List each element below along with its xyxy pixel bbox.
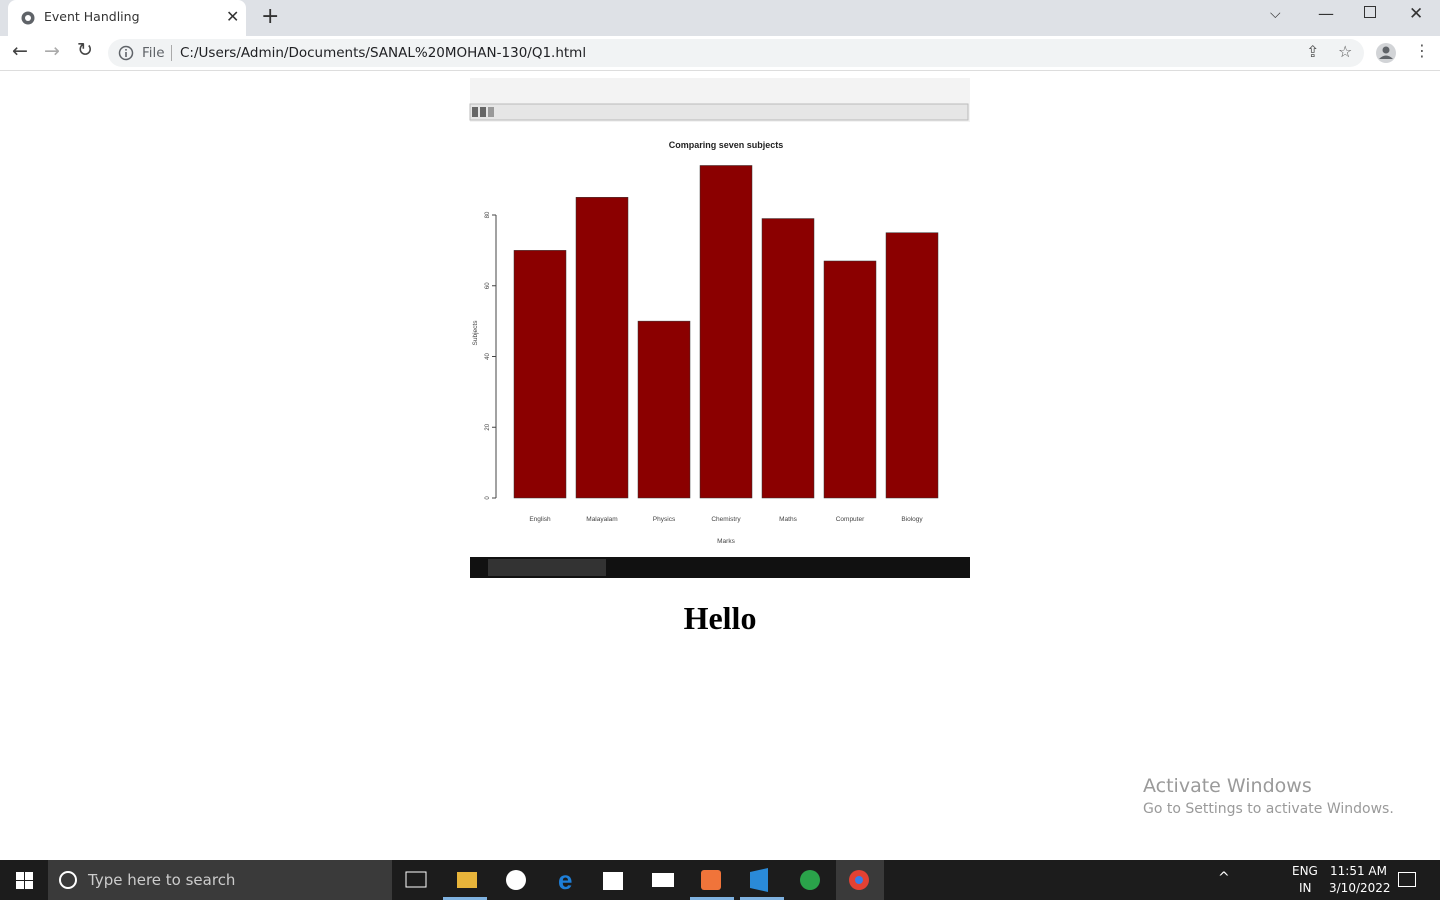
toolbar: ← → ↻ File C:/Users/Admin/Documents/SANA… <box>0 36 1440 71</box>
tab-strip: Event Handling ✕ + ⌵ — ✕ <box>0 0 1440 36</box>
x-tick-label: Malayalam <box>586 516 617 523</box>
reload[interactable]: ↻ <box>77 39 93 61</box>
r-toolbar <box>469 103 969 121</box>
r-tool <box>488 107 494 117</box>
x-axis-label: Marks <box>717 538 735 545</box>
chart-title: Comparing seven subjects <box>669 140 784 150</box>
address-bar[interactable]: File C:/Users/Admin/Documents/SANAL%20MO… <box>108 39 1364 67</box>
bar <box>885 232 939 499</box>
watermark-subtitle: Go to Settings to activate Windows. <box>1143 801 1394 817</box>
task-view[interactable] <box>405 871 427 888</box>
menu[interactable]: ⋮ <box>1414 41 1430 60</box>
x-tick-label: Chemistry <box>711 516 741 523</box>
url: C:/Users/Admin/Documents/SANAL%20MOHAN-1… <box>180 45 587 61</box>
clock-time[interactable]: 11:51 AM <box>1330 864 1387 878</box>
chrome-center <box>855 876 863 884</box>
bar <box>575 197 629 499</box>
start[interactable] <box>16 872 33 889</box>
search-placeholder: Type here to search <box>88 871 236 889</box>
region[interactable]: IN <box>1299 881 1312 895</box>
r-search <box>488 559 606 576</box>
watermark-title: Activate Windows <box>1143 775 1312 797</box>
x-tick-label: Biology <box>901 516 923 523</box>
tab-icon <box>21 11 35 25</box>
close-window[interactable]: ✕ <box>1409 4 1424 24</box>
tray-chevron[interactable]: ^ <box>1218 870 1230 886</box>
x-tick-label: English <box>529 516 551 523</box>
app-icon[interactable] <box>506 870 526 890</box>
bar <box>637 320 691 499</box>
scheme-label: File <box>142 45 165 61</box>
store[interactable] <box>603 872 623 890</box>
x-tick-label: Maths <box>779 516 797 523</box>
bar <box>699 165 753 499</box>
bar <box>761 218 815 499</box>
y-tick-label: 80 <box>485 211 491 218</box>
y-tick-label: 0 <box>485 496 491 500</box>
info-icon <box>118 45 134 61</box>
x-tick-label: Computer <box>836 516 865 523</box>
edge[interactable]: e <box>558 865 572 895</box>
active-indicator <box>690 897 734 900</box>
back[interactable]: ← <box>12 40 28 62</box>
clock-date[interactable]: 3/10/2022 <box>1329 881 1391 895</box>
profile[interactable] <box>1375 42 1397 64</box>
bookmark[interactable]: ☆ <box>1338 42 1353 61</box>
chrome-profile[interactable] <box>800 870 820 890</box>
search-box[interactable]: Type here to search <box>48 860 392 900</box>
file-explorer[interactable] <box>457 872 477 888</box>
mail[interactable] <box>652 873 674 887</box>
vscode[interactable] <box>750 868 768 892</box>
y-axis-label: Subjects <box>472 320 479 346</box>
xampp[interactable] <box>701 870 721 890</box>
tab[interactable]: Event Handling ✕ <box>8 0 246 36</box>
cortana <box>59 871 77 889</box>
notifications[interactable] <box>1398 872 1416 887</box>
y-tick-label: 20 <box>485 423 491 430</box>
x-tick-label: Physics <box>653 516 676 523</box>
active-indicator <box>443 897 487 900</box>
bar <box>513 250 567 499</box>
minimize[interactable]: — <box>1318 4 1334 23</box>
restore[interactable] <box>1364 6 1376 18</box>
taskbar-apps: e <box>405 860 884 900</box>
forward[interactable]: → <box>44 40 60 62</box>
y-tick-label: 60 <box>485 282 491 289</box>
new-tab[interactable]: + <box>261 4 280 29</box>
tab-close[interactable]: ✕ <box>226 7 240 26</box>
r-tool <box>472 107 478 117</box>
bar <box>823 260 877 499</box>
r-tool <box>480 107 486 117</box>
divider <box>171 45 172 61</box>
tab-search[interactable]: ⌵ <box>1270 6 1281 22</box>
y-tick-label: 40 <box>485 353 491 360</box>
share[interactable]: ⇪ <box>1306 42 1320 61</box>
language[interactable]: ENG <box>1292 864 1318 878</box>
taskbar: Type here to search e ^ ENG IN 11:51 AM … <box>0 860 1440 900</box>
heading: Hello <box>683 600 757 636</box>
tab-title: Event Handling <box>44 9 140 24</box>
active-indicator <box>740 897 784 900</box>
